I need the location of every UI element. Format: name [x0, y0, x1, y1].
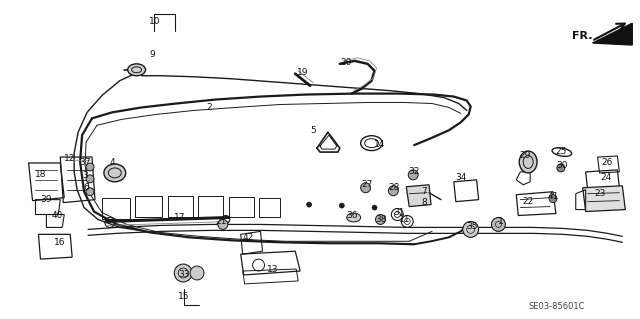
Text: 36: 36	[346, 211, 358, 220]
Text: 14: 14	[374, 140, 385, 149]
Text: 31: 31	[394, 208, 405, 217]
Text: 41: 41	[547, 192, 559, 201]
Text: 19: 19	[298, 68, 309, 77]
Text: 42: 42	[243, 233, 254, 242]
Text: 32: 32	[408, 167, 420, 176]
Text: FR.: FR.	[572, 31, 592, 41]
Text: 12: 12	[63, 153, 75, 162]
Text: 22: 22	[522, 197, 534, 206]
Polygon shape	[593, 23, 632, 45]
Ellipse shape	[128, 64, 145, 76]
Text: 4: 4	[110, 159, 116, 167]
Text: 39: 39	[41, 195, 52, 204]
Bar	[134, 196, 163, 218]
Text: SE03-85601C: SE03-85601C	[528, 302, 585, 311]
Circle shape	[372, 205, 377, 210]
Circle shape	[218, 219, 228, 229]
Text: 35: 35	[466, 222, 477, 231]
Circle shape	[361, 183, 371, 193]
Text: 5: 5	[310, 126, 316, 135]
Text: 24: 24	[600, 173, 611, 182]
Circle shape	[463, 221, 479, 237]
Text: 23: 23	[595, 189, 606, 198]
Text: 10: 10	[148, 17, 160, 26]
Text: 9: 9	[150, 50, 156, 59]
Ellipse shape	[347, 213, 361, 222]
Circle shape	[492, 218, 506, 231]
Bar	[168, 196, 193, 218]
Text: 40: 40	[52, 211, 63, 220]
Text: 34: 34	[455, 173, 467, 182]
Text: 20: 20	[340, 58, 351, 67]
Text: 17: 17	[173, 213, 185, 222]
Text: 13: 13	[267, 264, 278, 273]
Circle shape	[388, 186, 398, 196]
Circle shape	[408, 170, 418, 180]
Circle shape	[174, 264, 192, 282]
FancyArrowPatch shape	[594, 24, 625, 40]
Bar	[259, 198, 280, 218]
Text: 16: 16	[54, 238, 65, 247]
Text: 33: 33	[179, 271, 190, 279]
Text: 26: 26	[602, 159, 613, 167]
Circle shape	[86, 188, 94, 196]
Ellipse shape	[104, 164, 125, 182]
Text: 38: 38	[376, 215, 387, 224]
Text: 30: 30	[556, 161, 568, 170]
Bar	[198, 196, 223, 218]
Circle shape	[549, 195, 557, 203]
Text: 21: 21	[215, 217, 227, 226]
Text: 2: 2	[206, 103, 212, 112]
Circle shape	[190, 266, 204, 280]
Circle shape	[86, 175, 94, 183]
Circle shape	[307, 202, 312, 207]
Text: 37: 37	[79, 159, 91, 167]
Ellipse shape	[519, 151, 537, 173]
Circle shape	[86, 163, 94, 171]
Polygon shape	[406, 185, 431, 207]
Text: 8: 8	[421, 198, 427, 207]
Text: 1: 1	[497, 217, 503, 226]
Circle shape	[339, 203, 344, 208]
Bar	[102, 198, 130, 219]
Circle shape	[376, 214, 385, 225]
Circle shape	[557, 164, 565, 172]
Text: 15: 15	[179, 292, 190, 301]
Text: 25: 25	[555, 146, 566, 156]
Text: 27: 27	[361, 180, 372, 189]
Polygon shape	[582, 186, 625, 211]
Text: 3: 3	[82, 171, 88, 180]
Text: 29: 29	[520, 151, 531, 160]
Text: 28: 28	[388, 183, 400, 192]
Text: 7: 7	[421, 187, 427, 196]
Bar	[229, 197, 253, 218]
Text: 6: 6	[83, 183, 89, 192]
Text: 18: 18	[35, 170, 46, 179]
Text: 11: 11	[399, 215, 410, 224]
